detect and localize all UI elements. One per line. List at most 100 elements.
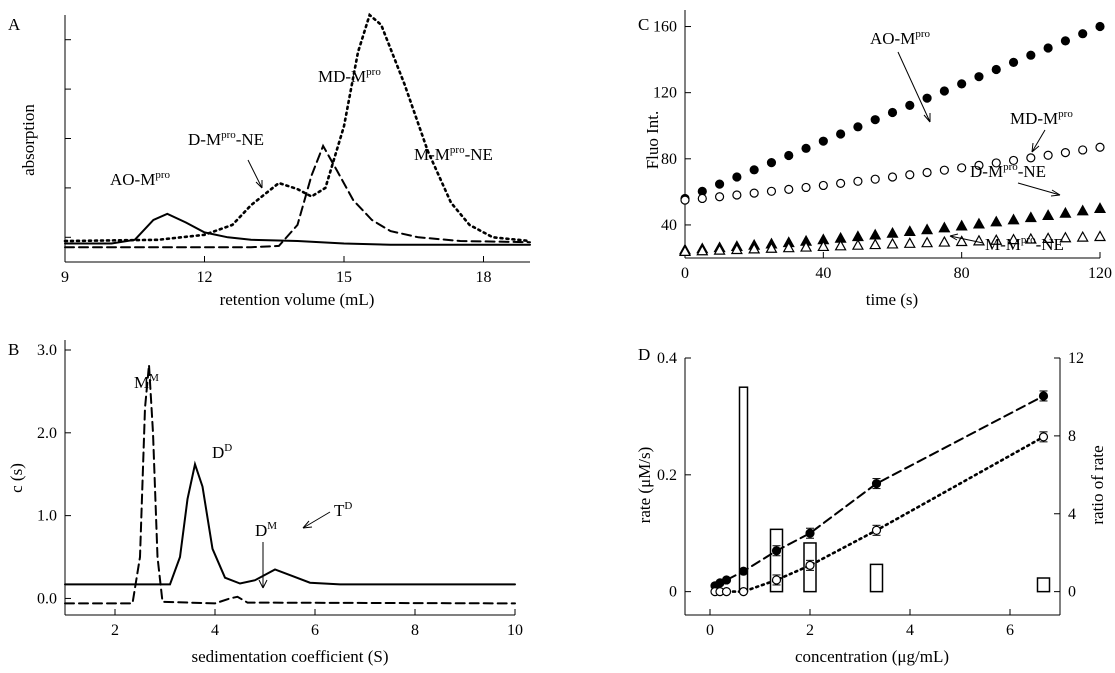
panel-c-point-0 bbox=[1060, 36, 1071, 46]
panel-a-x-tick-label: 18 bbox=[476, 269, 492, 286]
label-td: TD bbox=[334, 500, 352, 520]
panel-c-point-0 bbox=[957, 79, 967, 89]
panel-c-point-2 bbox=[1007, 213, 1020, 225]
panel-c-point-3 bbox=[765, 242, 778, 253]
label-m-mpro-ne: M-Mpro-NE bbox=[414, 144, 493, 164]
arrowhead-dm bbox=[258, 579, 268, 589]
panel-c-point-0 bbox=[974, 72, 984, 82]
panel-b-x-tick-label: 4 bbox=[211, 622, 219, 639]
panel-b-series-1 bbox=[64, 364, 516, 605]
arrowhead-c-md bbox=[1031, 142, 1040, 153]
panel-d-y-tick-label: 0.4 bbox=[657, 350, 677, 367]
panel-c-point-1 bbox=[905, 170, 915, 180]
panel-d-bar bbox=[803, 542, 817, 593]
panel-d-yr-tick-label: 12 bbox=[1068, 350, 1084, 367]
label-dd: DD bbox=[212, 442, 232, 462]
panel-d-xlabel: concentration (μg/mL) bbox=[795, 647, 949, 666]
panel-c-point-1 bbox=[784, 184, 794, 194]
panel-c-point-1 bbox=[836, 178, 846, 188]
panel-letter-a: A bbox=[8, 15, 21, 34]
panel-c-point-0 bbox=[1043, 43, 1053, 53]
panel-d-point-0 bbox=[871, 478, 882, 489]
panel-c-point-1 bbox=[1026, 153, 1036, 163]
panel-a-series-1 bbox=[64, 143, 531, 249]
panel-c-point-1 bbox=[991, 158, 1001, 168]
panel-b-y-tick-label: 3.0 bbox=[37, 342, 57, 359]
panel-c-point-2 bbox=[938, 221, 951, 233]
panel-c-point-1 bbox=[887, 172, 898, 182]
arrow-td bbox=[302, 511, 331, 529]
panel-c-point-2 bbox=[972, 217, 985, 229]
panel-c-point-0 bbox=[905, 100, 915, 110]
panel-c-point-2 bbox=[1076, 204, 1089, 216]
panel-c-point-1 bbox=[680, 195, 690, 205]
panel-c-point-0 bbox=[749, 165, 759, 175]
panel-c-point-0 bbox=[1026, 50, 1036, 60]
panel-c-point-1 bbox=[766, 186, 777, 196]
panel-c-point-0 bbox=[887, 107, 898, 118]
panel-c-point-3 bbox=[1093, 230, 1107, 242]
panel-c-point-0 bbox=[1095, 21, 1105, 32]
panel-d-point-0 bbox=[738, 566, 749, 576]
panel-a-series bbox=[63, 12, 532, 249]
panel-c-point-0 bbox=[922, 93, 932, 103]
panel-c-point-2 bbox=[886, 226, 899, 238]
panel-c-point-1 bbox=[1095, 142, 1105, 152]
panel-c-point-2 bbox=[990, 215, 1003, 227]
panel-d-ylabel-right: ratio of rate bbox=[1088, 445, 1107, 524]
panel-c-point-2 bbox=[955, 219, 968, 231]
panel-d-fit-0 bbox=[714, 395, 1045, 587]
panel-c-point-0 bbox=[870, 115, 880, 125]
panel-d-point-0 bbox=[771, 546, 782, 556]
panel-d-point-0 bbox=[1038, 391, 1049, 401]
panel-c-point-0 bbox=[714, 179, 725, 189]
panel-d-yr-tick-label: 8 bbox=[1068, 428, 1076, 445]
panel-c-point-0 bbox=[991, 64, 1001, 75]
panel-c-point-3 bbox=[921, 236, 934, 248]
label-mm: MM bbox=[134, 372, 159, 392]
panel-a-xlabel: retention volume (mL) bbox=[220, 290, 375, 309]
panel-c-point-3 bbox=[678, 245, 692, 256]
panel-c-point-3 bbox=[990, 233, 1003, 245]
panel-c-point-3 bbox=[713, 243, 726, 255]
panel-c-point-1 bbox=[714, 192, 725, 202]
panel-b: B 0.0 1.0 2.0 3.0 2 4 6 8 10 c (s) sedimentatio… bbox=[7, 340, 523, 666]
panel-c-point-0 bbox=[939, 86, 949, 96]
panel-c-x-tick-label: 120 bbox=[1088, 265, 1112, 282]
panel-c-point-0 bbox=[801, 143, 811, 153]
panel-b-series bbox=[64, 364, 516, 605]
panel-c-point-3 bbox=[1059, 231, 1072, 243]
label-c-md-mpro: MD-Mpro bbox=[1010, 108, 1073, 128]
panel-letter-c: C bbox=[638, 15, 649, 34]
panel-c-x-tick-label: 40 bbox=[815, 265, 831, 282]
panel-c-point-0 bbox=[766, 158, 777, 168]
panel-c-point-3 bbox=[817, 240, 830, 252]
panel-d-point-0 bbox=[805, 528, 815, 538]
panel-c-series bbox=[678, 21, 1107, 256]
panel-c-axes: 40 80 120 160 0 40 80 120 bbox=[653, 10, 1112, 282]
panel-letter-d: D bbox=[638, 345, 650, 364]
panel-d-point-1 bbox=[771, 575, 782, 585]
panel-c-point-3 bbox=[1042, 232, 1055, 243]
panel-b-series-0 bbox=[64, 460, 516, 586]
panel-c-point-3 bbox=[834, 239, 847, 251]
panel-c-point-3 bbox=[955, 235, 968, 247]
panel-d-point-1 bbox=[738, 587, 749, 597]
panel-a-axes: 9 12 15 18 bbox=[61, 15, 530, 286]
panel-a: A 9 12 15 18 absorption retention volume (m… bbox=[8, 12, 532, 309]
panel-c-point-1 bbox=[957, 163, 967, 173]
panel-c-point-0 bbox=[836, 129, 846, 139]
panel-c-point-1 bbox=[818, 180, 828, 191]
panel-d-point-1 bbox=[721, 587, 732, 597]
panel-c-point-0 bbox=[732, 172, 742, 182]
panel-c-point-0 bbox=[1078, 29, 1088, 39]
panel-c-point-1 bbox=[853, 176, 863, 186]
panel-c-point-3 bbox=[886, 237, 899, 249]
arrow-c-md bbox=[1031, 129, 1046, 153]
panel-c-point-3 bbox=[782, 241, 795, 253]
panel-c-point-2 bbox=[903, 225, 916, 237]
panel-c-point-3 bbox=[938, 235, 951, 247]
panel-c-point-3 bbox=[972, 234, 985, 246]
panel-c-y-tick-label: 120 bbox=[653, 85, 677, 102]
